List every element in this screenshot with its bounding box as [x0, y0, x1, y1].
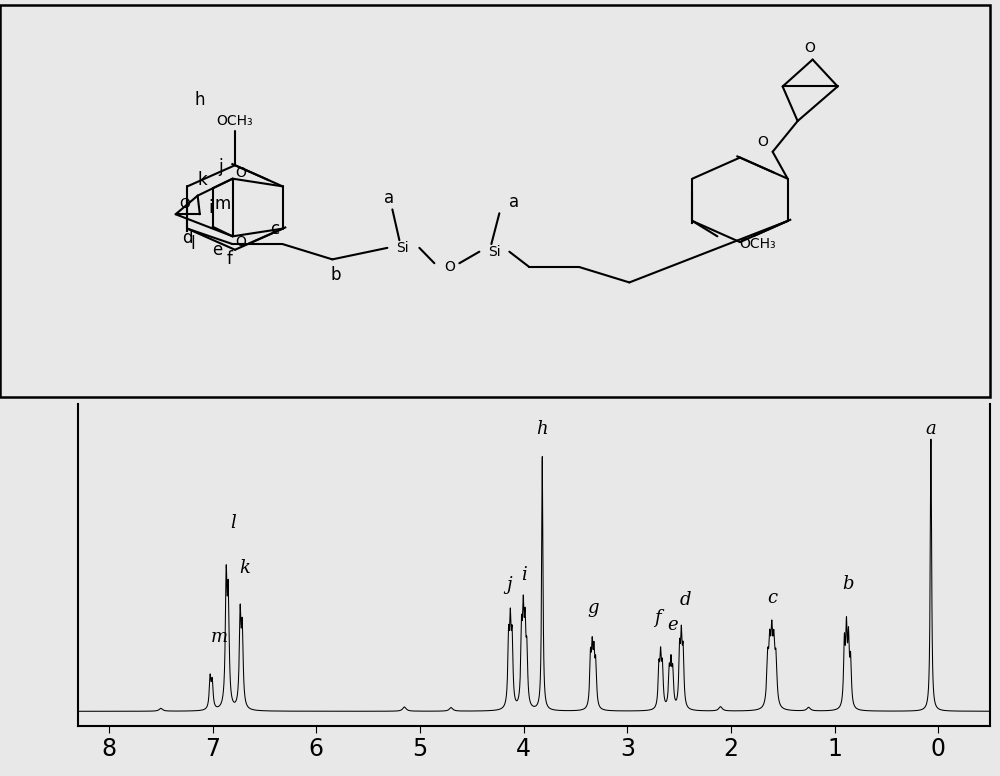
Text: m: m [215, 195, 231, 213]
Text: d: d [680, 591, 692, 608]
Text: h: h [536, 420, 548, 438]
Text: a: a [384, 189, 394, 207]
Text: j: j [506, 577, 512, 594]
Text: OCH₃: OCH₃ [217, 113, 253, 128]
Text: e: e [667, 616, 678, 634]
Text: a: a [926, 420, 936, 438]
Text: O: O [179, 196, 190, 210]
Text: b: b [842, 575, 853, 593]
Text: b: b [330, 265, 341, 284]
Text: O: O [235, 165, 246, 179]
Text: d: d [182, 229, 193, 248]
Text: O: O [805, 41, 816, 55]
Text: O: O [757, 135, 768, 149]
Text: l: l [190, 235, 195, 253]
Text: Si: Si [396, 241, 409, 255]
Text: c: c [270, 220, 279, 237]
Text: i: i [521, 566, 527, 584]
Text: Si: Si [488, 244, 501, 258]
Text: h: h [195, 91, 205, 109]
Text: m: m [210, 628, 228, 646]
Text: OCH₃: OCH₃ [739, 237, 776, 251]
Text: f: f [226, 251, 232, 268]
Text: l: l [231, 514, 236, 532]
Text: a: a [509, 192, 519, 211]
Text: O: O [235, 235, 246, 249]
Text: O: O [444, 260, 455, 274]
Text: g: g [587, 599, 599, 617]
Text: k: k [239, 559, 250, 577]
Text: j: j [218, 158, 223, 176]
Text: e: e [213, 241, 223, 258]
Text: i: i [208, 199, 213, 217]
Text: f: f [654, 609, 661, 627]
Text: c: c [767, 589, 777, 608]
Text: k: k [197, 171, 207, 189]
